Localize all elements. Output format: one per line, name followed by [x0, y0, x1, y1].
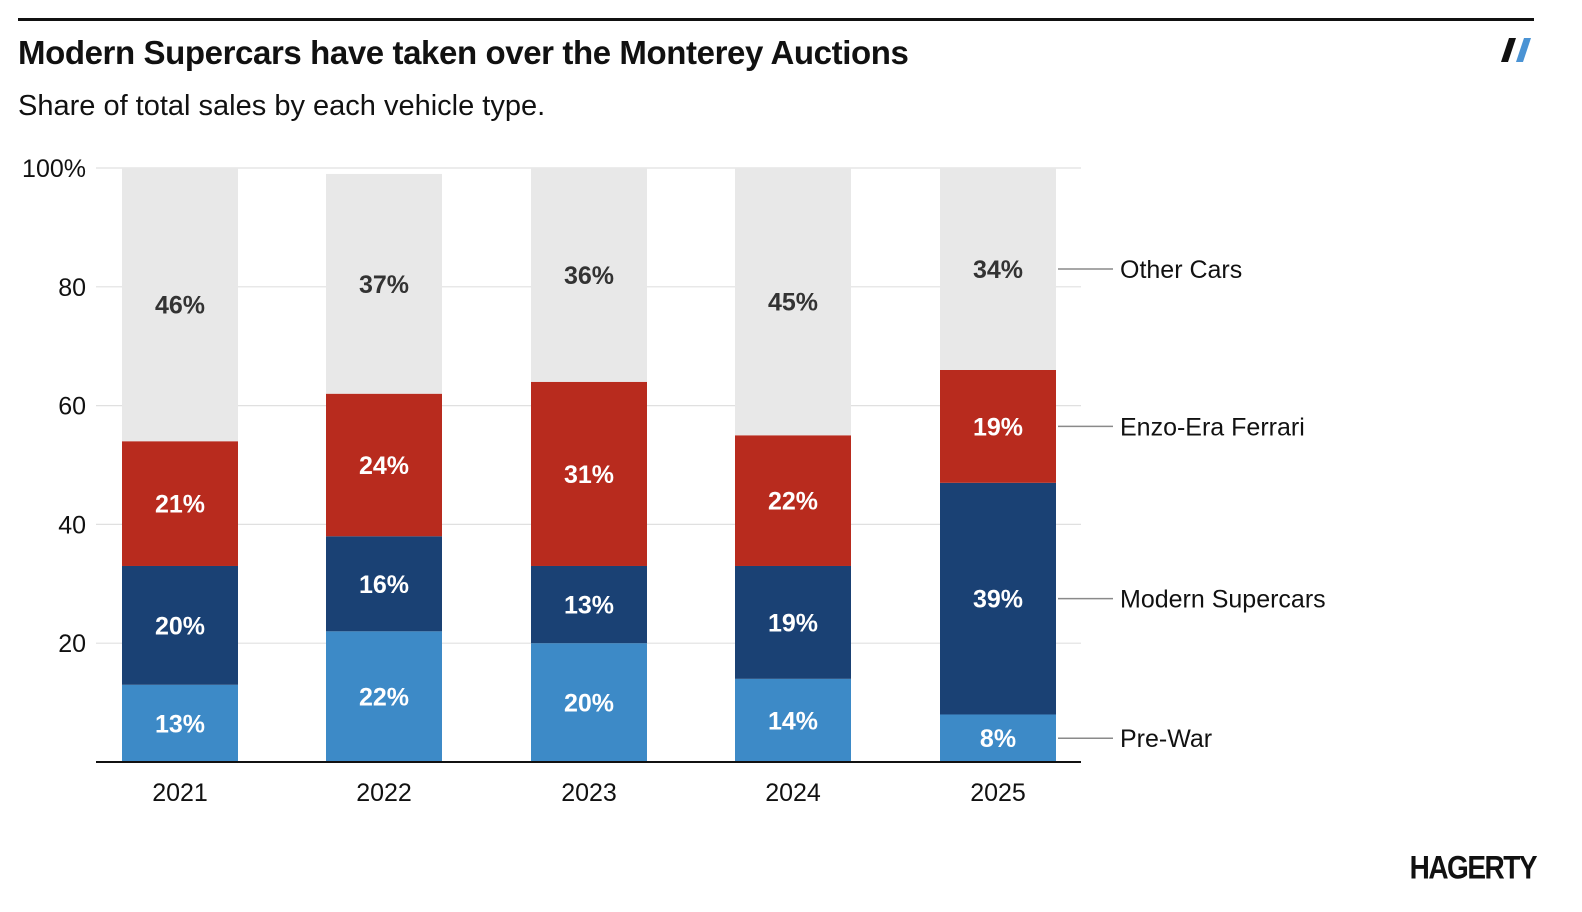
data-label: 13%: [564, 592, 614, 620]
axis-layer: 20 40 60 80 100% 2021 2022 2023 2024 2025: [22, 155, 1081, 807]
bar-segment-other-cars: [326, 173, 442, 394]
bar-segment-modern-supercars: [735, 565, 851, 679]
top-rule: [18, 18, 1534, 21]
x-tick-label: 2021: [152, 779, 208, 807]
legend-layer: Pre-War Modern Supercars Enzo-Era Ferrari O…: [1058, 256, 1326, 753]
data-label: 37%: [359, 271, 409, 299]
publisher-slash-logo: [1501, 38, 1531, 62]
bar-segment-modern-supercars: [326, 536, 442, 632]
data-label: 20%: [155, 612, 205, 640]
legend-label: Enzo-Era Ferrari: [1120, 413, 1305, 441]
data-label: 21%: [155, 491, 205, 519]
x-tick-label: 2025: [970, 779, 1026, 807]
bar-segment-pre-war: [940, 714, 1056, 762]
data-label: 16%: [359, 571, 409, 599]
data-label: 45%: [768, 289, 818, 317]
legend-label: Pre-War: [1120, 725, 1212, 753]
bar-segment-other-cars: [122, 168, 238, 442]
chart-subtitle: Share of total sales by each vehicle typ…: [18, 90, 546, 122]
bar-segment-enzo-era-ferrari: [122, 441, 238, 566]
x-tick-label: 2022: [356, 779, 412, 807]
bar-segment-modern-supercars: [940, 482, 1056, 715]
data-label: 19%: [768, 609, 818, 637]
bar-segment-modern-supercars: [122, 565, 238, 685]
data-label: 20%: [564, 690, 614, 718]
y-tick-label: 40: [58, 511, 86, 539]
bars-layer: [122, 168, 1056, 762]
data-label: 31%: [564, 461, 614, 489]
bar-segment-other-cars: [531, 168, 647, 382]
brand-logo: HAGERTY: [1409, 849, 1538, 886]
bar-segment-pre-war: [326, 631, 442, 762]
legend-label: Modern Supercars: [1120, 586, 1326, 614]
bar-segment-pre-war: [122, 684, 238, 762]
bar-segment-enzo-era-ferrari: [531, 381, 647, 566]
data-label: 24%: [359, 452, 409, 480]
x-tick-label: 2024: [765, 779, 821, 807]
labels-layer: 13% 20% 21% 46% 22% 16% 24% 37% 20% 13% 31% 36% 14% 1…: [155, 256, 1023, 753]
data-label: 36%: [564, 262, 614, 290]
bar-segment-pre-war: [735, 678, 851, 762]
bar-segment-other-cars: [735, 168, 851, 436]
data-label: 22%: [359, 684, 409, 712]
data-label: 19%: [973, 413, 1023, 441]
legend-label: Other Cars: [1120, 256, 1242, 284]
y-tick-label: 100%: [22, 155, 86, 183]
data-label: 13%: [155, 710, 205, 738]
y-tick-label: 60: [58, 393, 86, 421]
bar-segment-modern-supercars: [531, 565, 647, 644]
bar-segment-enzo-era-ferrari: [326, 393, 442, 537]
chart-title: Modern Supercars have taken over the Mon…: [18, 34, 909, 71]
data-label: 22%: [768, 488, 818, 516]
bar-segment-enzo-era-ferrari: [940, 369, 1056, 483]
y-tick-label: 80: [58, 274, 86, 302]
data-label: 46%: [155, 292, 205, 320]
bar-segment-other-cars: [940, 168, 1056, 370]
bar-segment-pre-war: [531, 643, 647, 762]
data-label: 34%: [973, 256, 1023, 284]
bar-segment-enzo-era-ferrari: [735, 435, 851, 566]
y-tick-label: 20: [58, 630, 86, 658]
data-label: 8%: [980, 725, 1016, 753]
data-label: 14%: [768, 707, 818, 735]
x-tick-label: 2023: [561, 779, 617, 807]
data-label: 39%: [973, 586, 1023, 614]
